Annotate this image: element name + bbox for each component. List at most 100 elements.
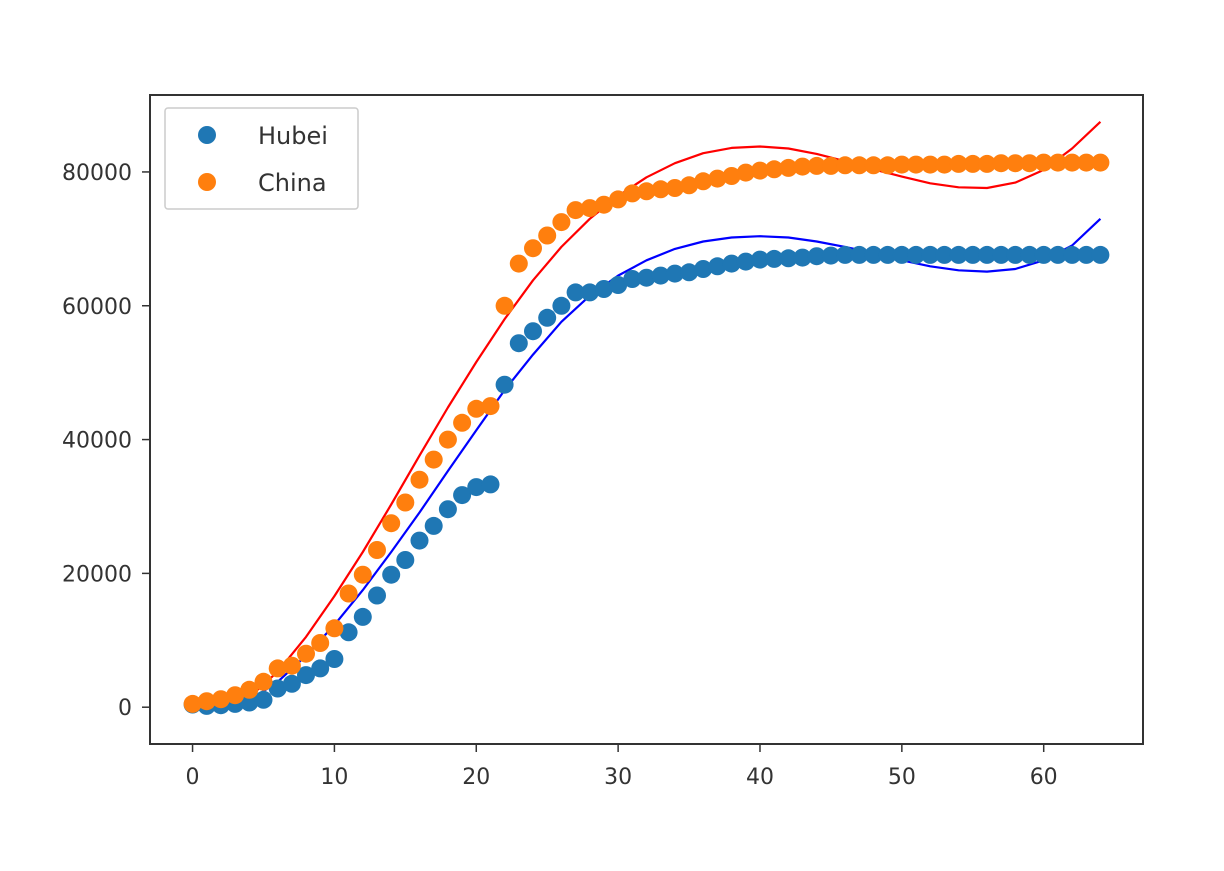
- point-hubei: [836, 245, 855, 264]
- point-china: [197, 692, 216, 711]
- point-china: [1048, 153, 1067, 172]
- point-china: [878, 156, 897, 175]
- point-china: [751, 161, 769, 180]
- fit-line-1: [192, 120, 1102, 712]
- point-china: [1077, 153, 1096, 172]
- point-hubei: [722, 254, 741, 273]
- point-china: [566, 201, 585, 220]
- point-hubei: [282, 674, 301, 693]
- point-hubei: [353, 607, 372, 626]
- x-tick-label: 30: [604, 765, 632, 790]
- point-china: [907, 155, 925, 174]
- point-china: [467, 399, 486, 418]
- y-tick-label: 80000: [62, 161, 132, 186]
- point-hubei: [1048, 245, 1067, 264]
- point-hubei: [992, 245, 1011, 264]
- point-hubei: [751, 250, 769, 269]
- point-china: [438, 430, 457, 449]
- point-china: [424, 450, 443, 469]
- point-china: [779, 158, 798, 177]
- point-hubei: [453, 486, 472, 505]
- point-china: [864, 156, 883, 175]
- point-hubei: [850, 245, 869, 264]
- point-china: [921, 155, 940, 174]
- point-china: [339, 584, 358, 603]
- point-hubei: [623, 270, 642, 288]
- point-hubei: [680, 263, 699, 282]
- point-hubei: [963, 245, 982, 264]
- point-hubei: [708, 257, 727, 276]
- point-hubei: [339, 623, 358, 642]
- point-china: [708, 169, 727, 188]
- y-tick-label: 20000: [62, 562, 132, 587]
- x-tick-label: 0: [186, 765, 200, 790]
- point-china: [552, 213, 571, 232]
- point-hubei: [524, 322, 542, 341]
- x-axis: 0 10 20 30 40 50 60: [186, 744, 1058, 790]
- point-china: [793, 157, 812, 176]
- legend-label-hubei: Hubei: [258, 122, 328, 150]
- legend-label-china: China: [258, 169, 327, 197]
- point-hubei: [311, 659, 330, 678]
- point-china: [1091, 153, 1110, 172]
- point-hubei: [424, 516, 443, 535]
- point-china: [807, 156, 826, 175]
- point-hubei: [467, 478, 486, 497]
- point-china: [268, 659, 287, 678]
- y-tick-label: 0: [118, 696, 132, 721]
- point-hubei: [694, 260, 713, 278]
- point-china: [935, 155, 954, 174]
- point-china: [382, 514, 401, 533]
- point-hubei: [892, 245, 911, 264]
- y-axis: 0 20000 40000 60000 80000: [62, 161, 150, 721]
- point-hubei: [821, 246, 840, 265]
- point-hubei: [1006, 245, 1025, 264]
- x-tick-label: 10: [320, 765, 348, 790]
- point-hubei: [495, 375, 514, 394]
- point-china: [594, 195, 613, 214]
- point-china: [963, 154, 982, 173]
- x-tick-label: 40: [746, 765, 774, 790]
- point-hubei: [736, 252, 755, 271]
- point-china: [538, 226, 557, 245]
- legend-marker-hubei: [198, 126, 216, 144]
- point-hubei: [538, 308, 557, 327]
- point-china: [736, 163, 755, 182]
- point-hubei: [254, 690, 273, 709]
- point-hubei: [325, 650, 344, 668]
- point-china: [368, 541, 386, 559]
- point-hubei: [1091, 245, 1110, 264]
- point-china: [254, 672, 273, 691]
- point-hubei: [864, 245, 883, 264]
- point-hubei: [1077, 245, 1096, 264]
- axes-frame: [149, 94, 1144, 745]
- point-china: [325, 619, 344, 638]
- point-hubei: [878, 245, 897, 264]
- point-china: [509, 254, 528, 273]
- point-china: [850, 156, 869, 175]
- point-china: [410, 470, 429, 489]
- point-china: [1034, 153, 1053, 172]
- point-hubei: [765, 249, 784, 268]
- x-tick-label: 60: [1030, 765, 1058, 790]
- point-hubei: [566, 283, 585, 302]
- legend-marker-china: [198, 173, 216, 191]
- point-hubei: [609, 276, 628, 294]
- point-china: [680, 176, 699, 195]
- point-china: [992, 154, 1011, 173]
- point-hubei: [1020, 245, 1039, 264]
- legend: Hubei China: [164, 107, 359, 210]
- point-china: [1006, 154, 1025, 173]
- point-hubei: [396, 551, 415, 569]
- point-hubei: [807, 247, 826, 266]
- point-china: [211, 690, 230, 709]
- y-tick-label: 60000: [62, 295, 132, 320]
- point-hubei: [651, 266, 670, 285]
- point-china: [282, 656, 301, 675]
- point-china: [637, 182, 656, 201]
- point-china: [524, 239, 542, 258]
- fit-line-0: [192, 217, 1102, 712]
- point-china: [765, 160, 784, 179]
- point-hubei: [368, 586, 386, 605]
- point-hubei: [552, 296, 571, 315]
